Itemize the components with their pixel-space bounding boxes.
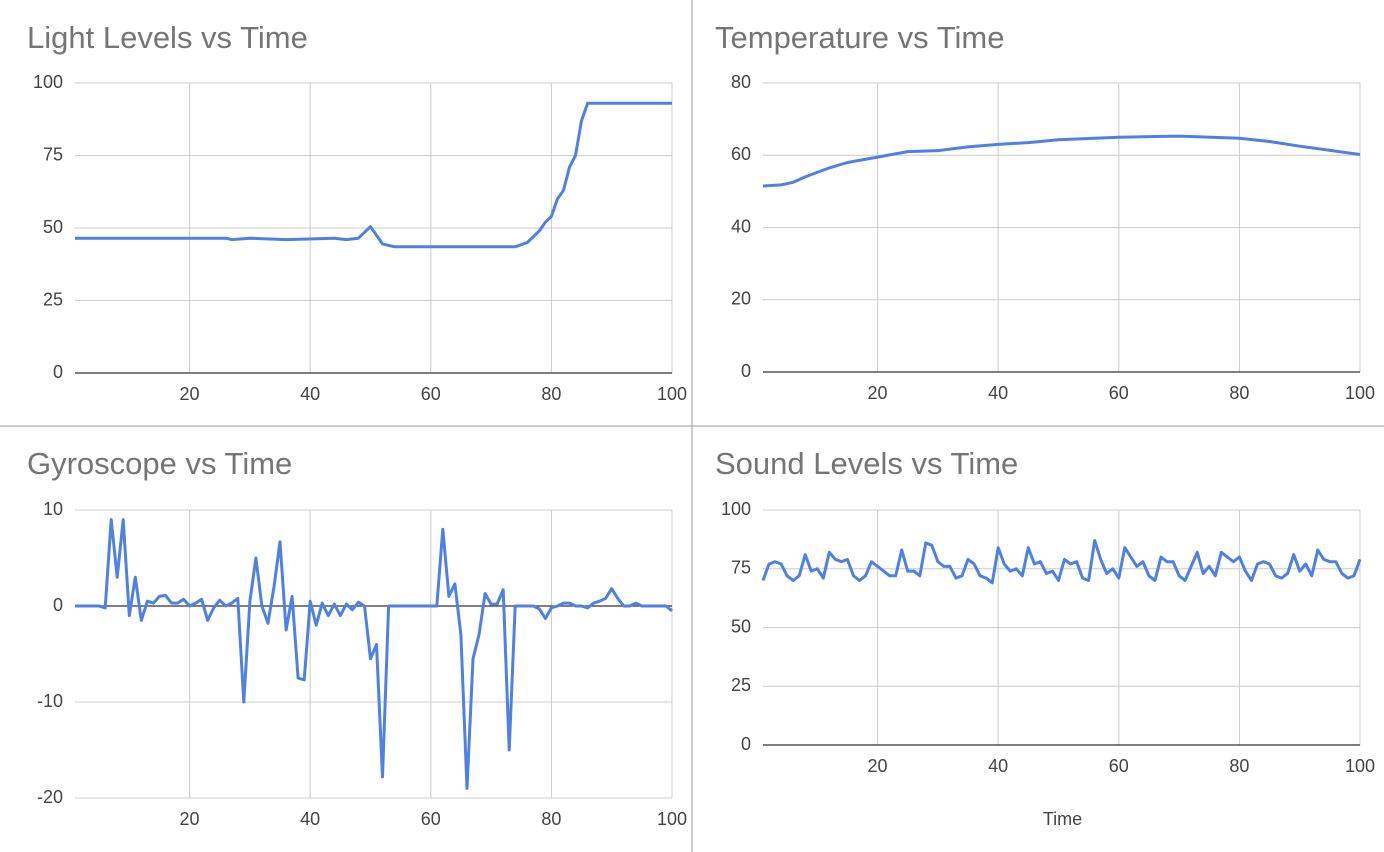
x-tick-label: 40 <box>300 384 320 404</box>
x-tick-label: 60 <box>1109 756 1129 776</box>
y-tick-label: 100 <box>721 499 751 519</box>
x-tick-label: 60 <box>1109 383 1129 403</box>
x-tick-label: 80 <box>541 384 561 404</box>
y-tick-label: 0 <box>53 595 63 615</box>
x-tick-label: 80 <box>1229 383 1249 403</box>
y-tick-label: 25 <box>43 289 63 309</box>
y-tick-label: 0 <box>741 734 751 754</box>
x-tick-label: 20 <box>868 383 888 403</box>
x-tick-label: 40 <box>988 383 1008 403</box>
y-tick-label: 20 <box>731 289 751 309</box>
data-line <box>761 539 1362 585</box>
x-tick-label: 100 <box>1345 756 1375 776</box>
y-tick-label: -10 <box>37 691 63 711</box>
x-axis-title: Time <box>1043 809 1082 829</box>
y-tick-label: 0 <box>741 361 751 381</box>
data-line <box>762 134 1361 188</box>
y-tick-label: 50 <box>43 217 63 237</box>
x-tick-label: 60 <box>421 809 441 829</box>
x-tick-label: 40 <box>988 756 1008 776</box>
x-tick-label: 60 <box>421 384 441 404</box>
chart-title: Gyroscope vs Time <box>27 446 292 481</box>
y-tick-label: 40 <box>731 216 751 236</box>
chart-title: Sound Levels vs Time <box>715 446 1018 481</box>
y-tick-label: 0 <box>53 362 63 382</box>
x-tick-label: 100 <box>657 809 687 829</box>
x-tick-label: 20 <box>180 384 200 404</box>
x-tick-label: 80 <box>1229 756 1249 776</box>
y-tick-label: 100 <box>33 72 63 92</box>
x-tick-label: 100 <box>1345 383 1375 403</box>
y-tick-label: 25 <box>731 675 751 695</box>
x-tick-label: 20 <box>868 756 888 776</box>
y-tick-label: 80 <box>731 72 751 92</box>
y-tick-label: -20 <box>37 787 63 807</box>
x-tick-label: 20 <box>180 809 200 829</box>
data-line <box>75 101 672 249</box>
y-tick-label: 75 <box>43 144 63 164</box>
y-tick-label: 50 <box>731 616 751 636</box>
chart-title: Temperature vs Time <box>715 20 1004 55</box>
y-tick-label: 10 <box>43 499 63 519</box>
y-tick-label: 60 <box>731 144 751 164</box>
x-tick-label: 100 <box>657 384 687 404</box>
x-tick-label: 40 <box>300 809 320 829</box>
data-line <box>75 518 673 790</box>
y-tick-label: 75 <box>731 558 751 578</box>
x-tick-label: 80 <box>541 809 561 829</box>
chart-title: Light Levels vs Time <box>27 20 308 55</box>
